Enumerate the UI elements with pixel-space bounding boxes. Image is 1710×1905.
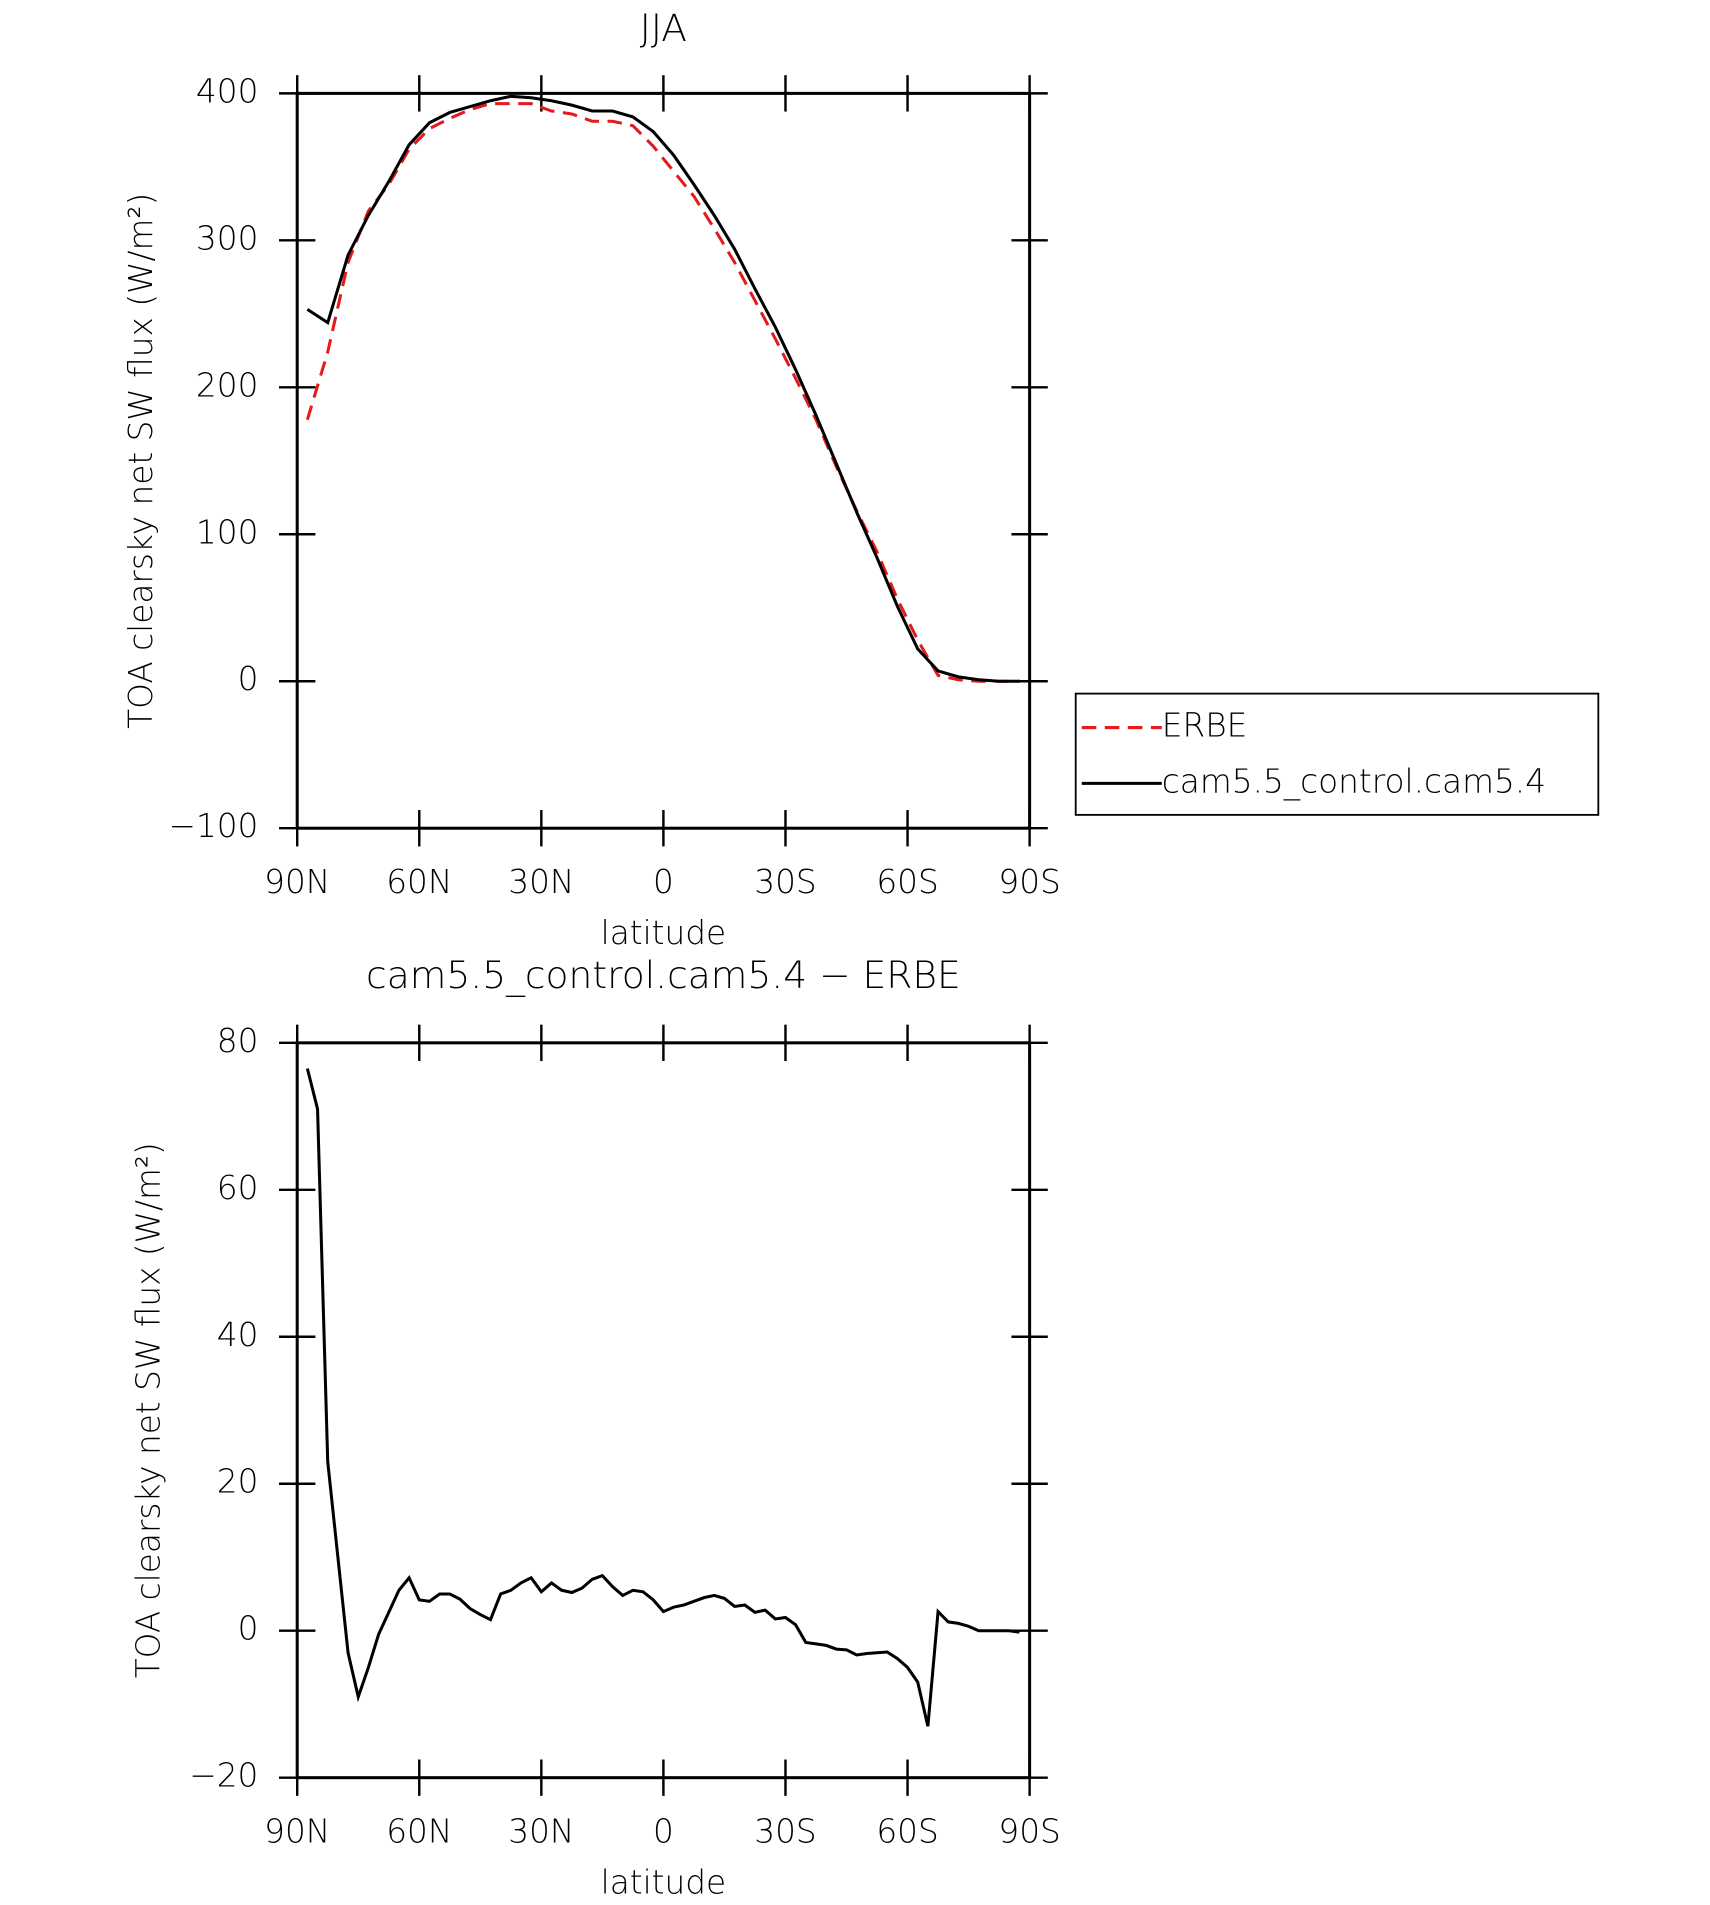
- chart-title: JJA: [640, 6, 687, 50]
- chart-title: cam5.5_control.cam5.4 − ERBE: [366, 953, 961, 998]
- x-tick-label: 90N: [264, 1812, 330, 1850]
- data-line: [305, 102, 1020, 683]
- x-tick-label: 30S: [754, 863, 816, 901]
- data-line: [305, 1068, 1020, 1727]
- x-tick-label: 60N: [386, 863, 452, 901]
- x-axis-label: latitude: [601, 914, 727, 952]
- y-tick-label: 80: [217, 1022, 259, 1060]
- y-tick-label: 200: [196, 366, 258, 404]
- legend-box: [1074, 692, 1600, 816]
- x-tick-label: 0: [653, 1812, 674, 1850]
- x-tick-label: 30N: [508, 863, 574, 901]
- x-tick-label: 30S: [754, 1812, 816, 1850]
- x-tick-label: 60S: [876, 863, 938, 901]
- y-tick-label: −100: [168, 807, 258, 845]
- legend-label: cam5.5_control.cam5.4: [1162, 762, 1546, 800]
- plot-frame: [295, 1041, 1032, 1780]
- x-axis-label: latitude: [601, 1863, 727, 1901]
- plot-frame: [295, 91, 1032, 830]
- y-axis-label: TOA clearsky net SW flux (W/m²): [122, 193, 160, 729]
- y-tick-label: 20: [217, 1463, 259, 1501]
- y-tick-label: 40: [217, 1316, 259, 1354]
- x-tick-label: 0: [653, 863, 674, 901]
- x-tick-label: 60S: [876, 1812, 938, 1850]
- x-tick-label: 90N: [264, 863, 330, 901]
- x-tick-label: 60N: [386, 1812, 452, 1850]
- y-tick-label: 100: [196, 513, 258, 551]
- y-tick-label: 0: [238, 1610, 259, 1648]
- y-tick-label: 300: [196, 219, 258, 257]
- legend-label: ERBE: [1162, 707, 1248, 745]
- x-tick-label: 90S: [998, 863, 1060, 901]
- y-tick-label: 60: [217, 1169, 259, 1207]
- x-tick-label: 30N: [508, 1812, 574, 1850]
- y-tick-label: 0: [238, 660, 259, 698]
- data-line: [306, 94, 1020, 683]
- x-tick-label: 90S: [998, 1812, 1060, 1850]
- y-tick-label: −20: [189, 1757, 258, 1795]
- y-tick-label: 400: [196, 72, 258, 110]
- y-axis-label: TOA clearsky net SW flux (W/m²): [129, 1142, 167, 1678]
